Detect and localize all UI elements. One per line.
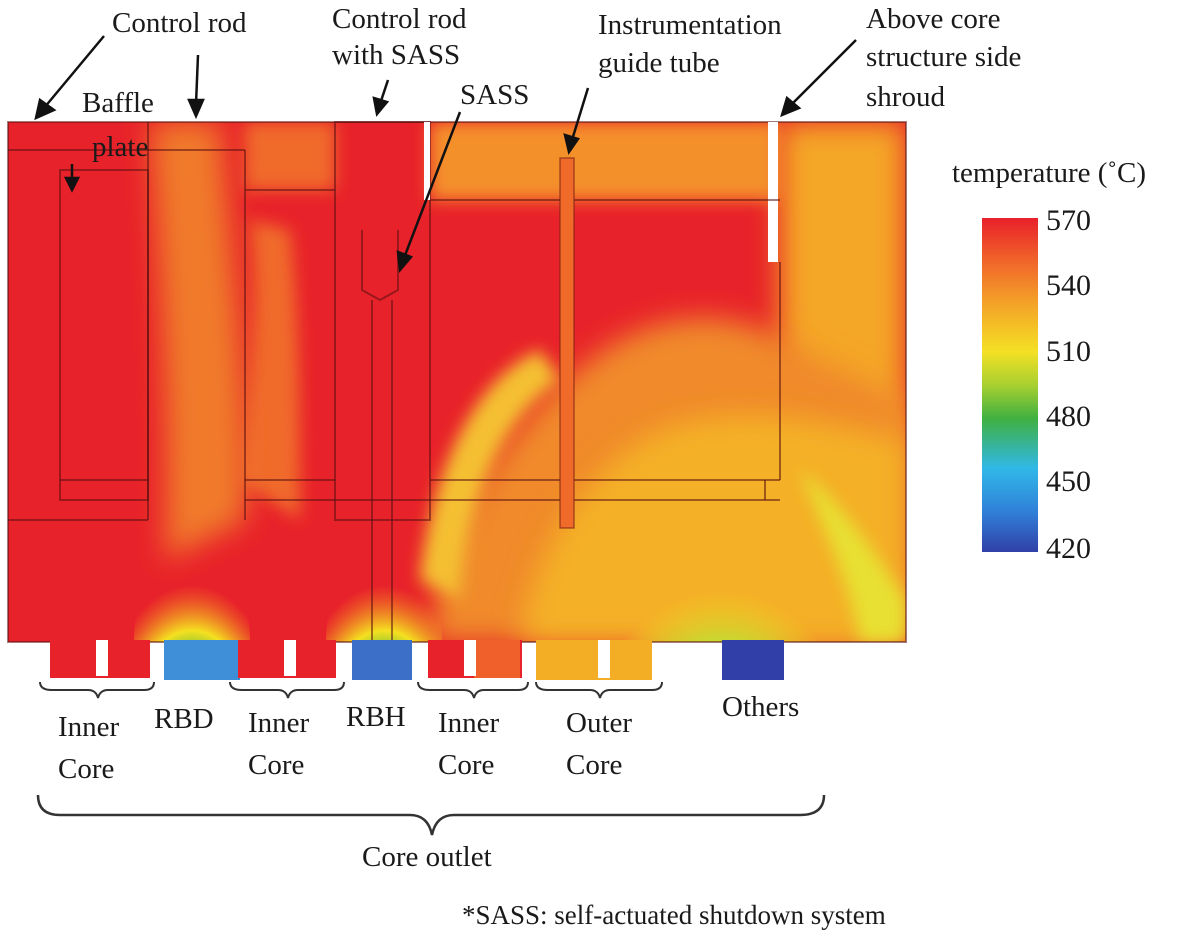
legend-tick: 480 bbox=[1046, 400, 1091, 433]
shroud-gap bbox=[424, 122, 430, 200]
footnote: *SASS: self-actuated shutdown system bbox=[462, 900, 886, 930]
outlet-others bbox=[722, 640, 784, 680]
callout-labels: Control rod Baffle plate Control rod wit… bbox=[82, 3, 1021, 163]
label-instrumentation-line2: guide tube bbox=[598, 47, 720, 79]
region-inner-core-2-line1: Inner bbox=[248, 707, 310, 739]
core-outlets bbox=[50, 640, 784, 680]
label-baffle-plate-line1: Baffle bbox=[82, 87, 154, 119]
callout-arrows bbox=[34, 35, 857, 274]
region-inner-core-2-line2: Core bbox=[248, 749, 304, 781]
region-rbh: RBH bbox=[346, 701, 406, 733]
arrow-above-core bbox=[789, 39, 857, 107]
legend-tick: 420 bbox=[1046, 532, 1091, 565]
instrumentation-guide-tube bbox=[559, 157, 575, 529]
region-others: Others bbox=[722, 691, 799, 723]
region-core-outlet: Core outlet bbox=[362, 841, 492, 873]
region-inner-core-3-line1: Inner bbox=[438, 707, 500, 739]
outlet-rbd bbox=[164, 640, 240, 680]
arrow-head-icon bbox=[563, 133, 580, 156]
region-inner-core-1-line2: Core bbox=[58, 753, 114, 785]
legend-tick: 540 bbox=[1046, 269, 1091, 302]
legend-title: temperature (˚C) bbox=[952, 157, 1146, 189]
brace-outer-core bbox=[535, 681, 663, 699]
label-above-core-line3: shroud bbox=[866, 81, 945, 113]
brace-core-outlet bbox=[36, 794, 826, 836]
legend-tick: 450 bbox=[1046, 465, 1091, 498]
arrow-head-icon bbox=[372, 96, 390, 117]
arrow-control-rod-right bbox=[194, 54, 200, 105]
region-rbd: RBD bbox=[154, 703, 214, 735]
temperature-legend: temperature (˚C) 570 540 510 480 450 420 bbox=[952, 157, 1146, 565]
region-outer-core-line1: Outer bbox=[566, 707, 632, 739]
arrow-head-icon bbox=[187, 98, 205, 120]
brace-inner-core-2 bbox=[229, 681, 345, 699]
region-inner-core-3-line2: Core bbox=[438, 749, 494, 781]
control-rod-with-sass-channel bbox=[334, 121, 431, 521]
outlet-rbh bbox=[352, 640, 412, 680]
label-control-rod-with-sass-line2: with SASS bbox=[332, 39, 460, 71]
brace-inner-core-3 bbox=[417, 681, 529, 699]
legend-tick: 570 bbox=[1046, 204, 1091, 237]
arrow-sass bbox=[402, 111, 462, 259]
arrow-head-icon bbox=[396, 250, 414, 274]
legend-color-bar bbox=[982, 218, 1038, 552]
region-outer-core-line2: Core bbox=[566, 749, 622, 781]
arrow-head-icon bbox=[34, 97, 57, 121]
arrow-head-icon bbox=[780, 95, 802, 118]
label-instrumentation-line1: Instrumentation bbox=[598, 9, 782, 41]
label-control-rod: Control rod bbox=[112, 7, 247, 39]
arrow-head-icon bbox=[63, 176, 81, 193]
legend-tick: 510 bbox=[1046, 335, 1091, 368]
arrow-control-rod-left bbox=[43, 35, 105, 109]
brace-inner-core-1 bbox=[39, 681, 155, 699]
label-control-rod-with-sass-line1: Control rod bbox=[332, 3, 467, 35]
above-core-shroud-gap bbox=[768, 122, 778, 262]
region-braces bbox=[36, 681, 826, 836]
region-labels: Inner Core RBD Inner Core RBH Inner Core… bbox=[58, 691, 799, 873]
sass-assembly bbox=[361, 230, 399, 302]
arrow-instrumentation bbox=[570, 87, 590, 141]
region-inner-core-1-line1: Inner bbox=[58, 711, 120, 743]
outlet-outer-core bbox=[536, 640, 652, 680]
label-above-core-line1: Above core bbox=[866, 3, 1000, 35]
temperature-field bbox=[8, 122, 906, 642]
label-baffle-plate-line2: plate bbox=[92, 131, 148, 163]
label-above-core-line2: structure side bbox=[866, 41, 1021, 73]
label-sass: SASS bbox=[460, 79, 529, 111]
